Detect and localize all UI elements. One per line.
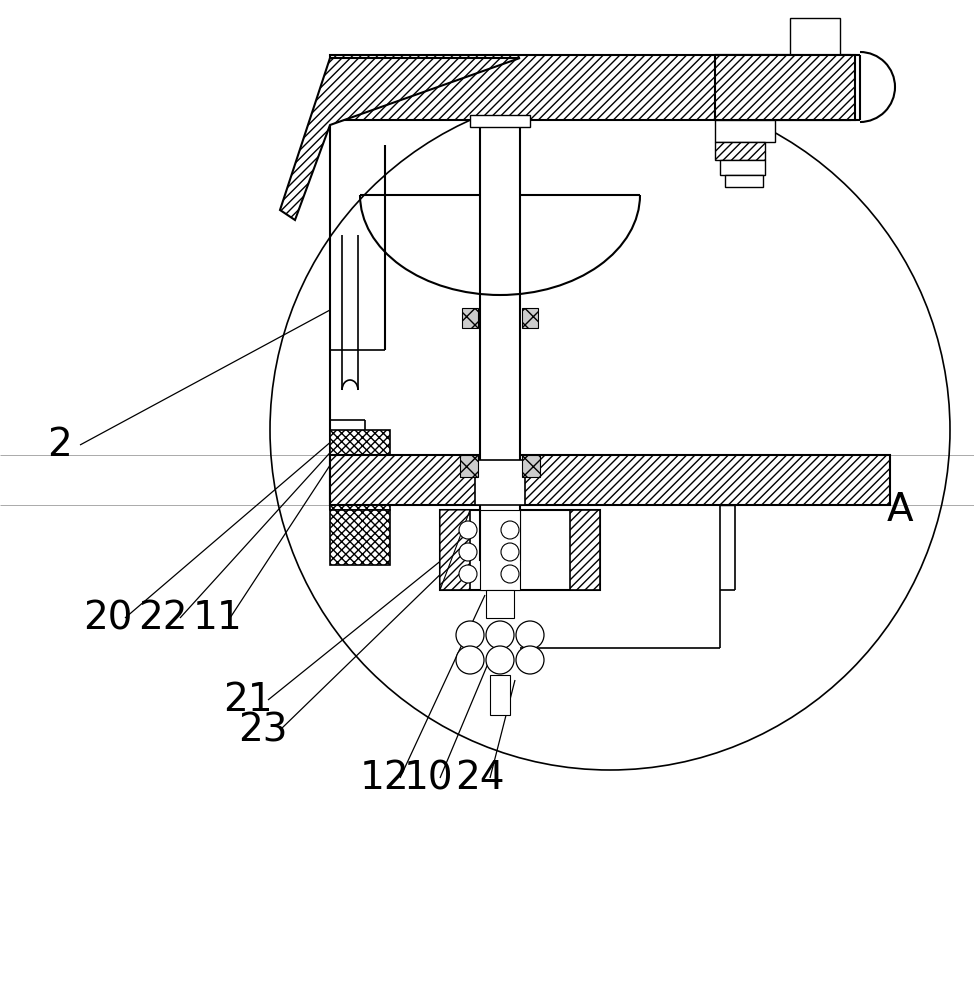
Text: 21: 21 — [223, 681, 273, 719]
Polygon shape — [280, 58, 520, 220]
Bar — [440, 510, 600, 590]
Circle shape — [516, 621, 544, 649]
Circle shape — [456, 621, 484, 649]
Circle shape — [516, 646, 544, 674]
Bar — [715, 142, 765, 160]
Bar — [490, 675, 510, 715]
Bar — [330, 510, 390, 565]
Text: 24: 24 — [455, 759, 505, 797]
Bar — [475, 460, 525, 505]
Text: 20: 20 — [83, 599, 132, 637]
Bar — [330, 455, 890, 505]
Bar — [330, 430, 390, 510]
Text: 23: 23 — [239, 711, 287, 749]
Circle shape — [486, 621, 514, 649]
Bar — [522, 455, 540, 477]
Bar — [720, 160, 765, 175]
Polygon shape — [440, 510, 470, 590]
Bar — [715, 120, 775, 142]
Bar — [440, 510, 470, 590]
Bar — [330, 55, 850, 120]
Circle shape — [459, 543, 477, 561]
Bar — [790, 18, 840, 56]
Bar — [486, 590, 514, 618]
Text: 11: 11 — [193, 599, 243, 637]
Bar — [470, 115, 530, 127]
Circle shape — [459, 521, 477, 539]
Bar — [570, 510, 600, 590]
Bar — [480, 510, 520, 590]
Text: 2: 2 — [48, 426, 72, 464]
Bar — [522, 308, 538, 328]
Bar — [725, 175, 763, 187]
Circle shape — [501, 521, 519, 539]
Text: A: A — [886, 491, 914, 529]
Bar — [462, 308, 478, 328]
Circle shape — [456, 646, 484, 674]
Text: 12: 12 — [360, 759, 410, 797]
Text: 22: 22 — [138, 599, 188, 637]
Bar — [715, 55, 855, 120]
Circle shape — [459, 565, 477, 583]
Bar — [460, 455, 478, 477]
Circle shape — [486, 646, 514, 674]
Bar — [480, 125, 520, 560]
Text: 10: 10 — [403, 759, 453, 797]
Circle shape — [501, 543, 519, 561]
Circle shape — [501, 565, 519, 583]
